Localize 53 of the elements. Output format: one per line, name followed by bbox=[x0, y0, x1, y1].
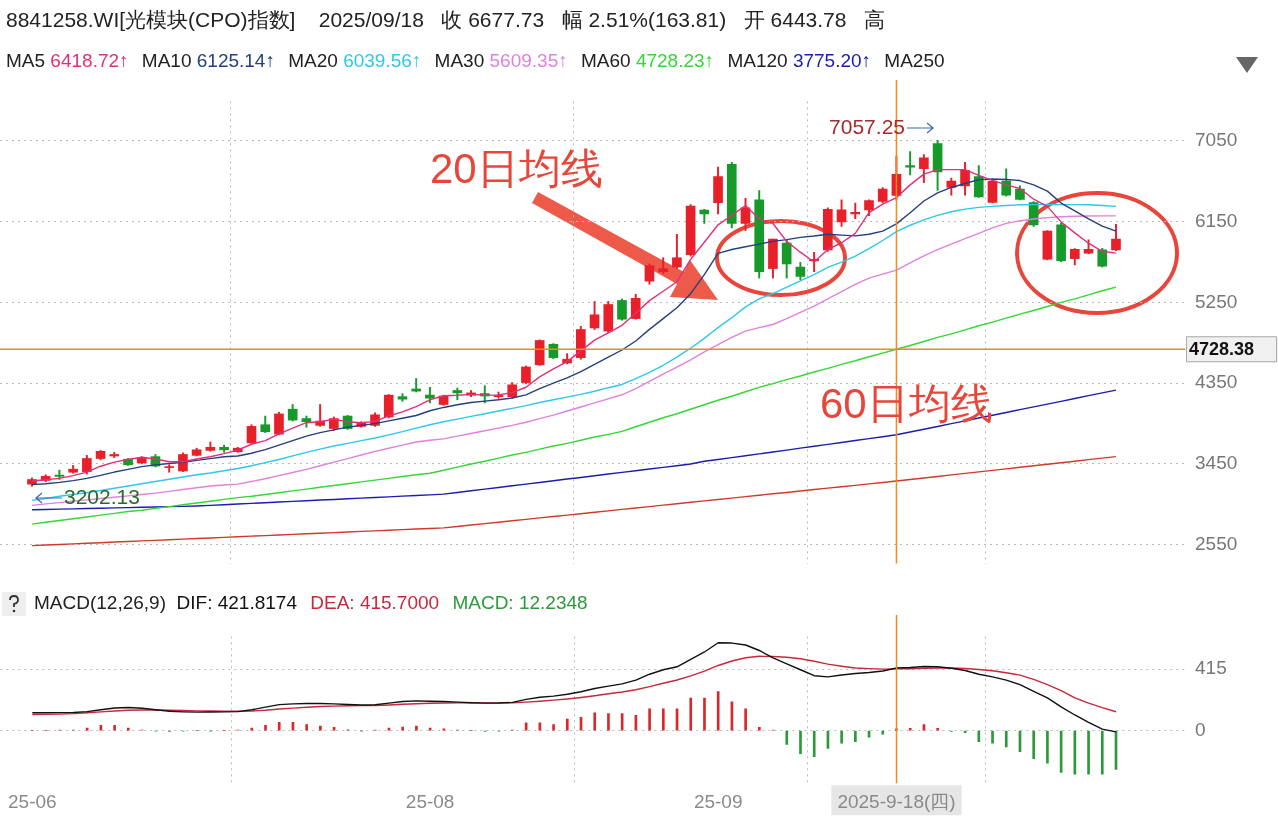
chart-title: MACD(12,26,9) bbox=[34, 592, 166, 614]
bar bbox=[689, 697, 693, 731]
y-tick-label: 6150 bbox=[1195, 209, 1238, 231]
bar bbox=[1087, 730, 1090, 775]
bar bbox=[1004, 730, 1008, 748]
bar bbox=[908, 728, 912, 731]
x-tick-label: 25-08 bbox=[405, 790, 455, 812]
x-tick-label: 25-09 bbox=[693, 790, 743, 812]
candlestick bbox=[164, 464, 175, 473]
bar bbox=[661, 708, 665, 731]
bar bbox=[744, 708, 747, 731]
bar bbox=[977, 730, 981, 743]
annotation: 20日均线 bbox=[430, 145, 603, 192]
bar bbox=[593, 712, 597, 731]
bar bbox=[812, 730, 816, 757]
bar bbox=[1046, 730, 1049, 764]
y-tick-label: 0 bbox=[1195, 718, 1206, 740]
bar bbox=[113, 724, 116, 731]
candlestick bbox=[397, 393, 408, 402]
ref-line-label: 4728.38 bbox=[1189, 339, 1255, 360]
bar bbox=[703, 697, 706, 731]
bar bbox=[1100, 730, 1104, 775]
bar bbox=[305, 724, 308, 731]
bar bbox=[565, 718, 569, 731]
bar bbox=[264, 724, 267, 731]
y-tick-label: 5250 bbox=[1195, 290, 1238, 312]
bar bbox=[277, 722, 281, 731]
y-tick-label: 415 bbox=[1195, 657, 1227, 679]
bar bbox=[881, 730, 885, 735]
bar bbox=[758, 726, 761, 731]
chart-subtitle: DIF: 421.8174 DEA: 415.7000 MACD: 12.2348 bbox=[176, 592, 588, 614]
bar bbox=[607, 713, 610, 731]
x-tick-label: 25-06 bbox=[7, 790, 57, 812]
bar bbox=[785, 730, 789, 745]
bar bbox=[991, 730, 994, 744]
bar bbox=[648, 708, 651, 731]
y-tick-label: 4350 bbox=[1195, 371, 1238, 393]
text: MA5 6418.72↑ MA10 6125.14↑ MA20 6039.56↑ MA30 5609.35↑ MA60 4728.23↑ MA120 3775.20↑ MA250 bbox=[6, 50, 945, 71]
y-tick-label: 2550 bbox=[1195, 532, 1238, 554]
bar bbox=[319, 725, 322, 731]
x-tick-label: 2025-9-18(四) bbox=[837, 790, 956, 812]
bar bbox=[854, 730, 857, 743]
bar bbox=[401, 726, 405, 731]
y-tick-label: 7050 bbox=[1195, 129, 1238, 151]
bar bbox=[799, 730, 802, 755]
bar bbox=[716, 691, 720, 731]
bar bbox=[415, 725, 418, 731]
y-tick-label: 3450 bbox=[1195, 452, 1238, 474]
bar bbox=[840, 730, 843, 744]
chart-title: 8841258.WI[光模块(CPO)指数] 2025/09/18 收 6677.73 幅 2.51%(163.81) 开 6443.78 高 bbox=[6, 8, 885, 31]
bar bbox=[936, 728, 939, 731]
bar bbox=[552, 724, 555, 731]
bar bbox=[1032, 730, 1036, 760]
